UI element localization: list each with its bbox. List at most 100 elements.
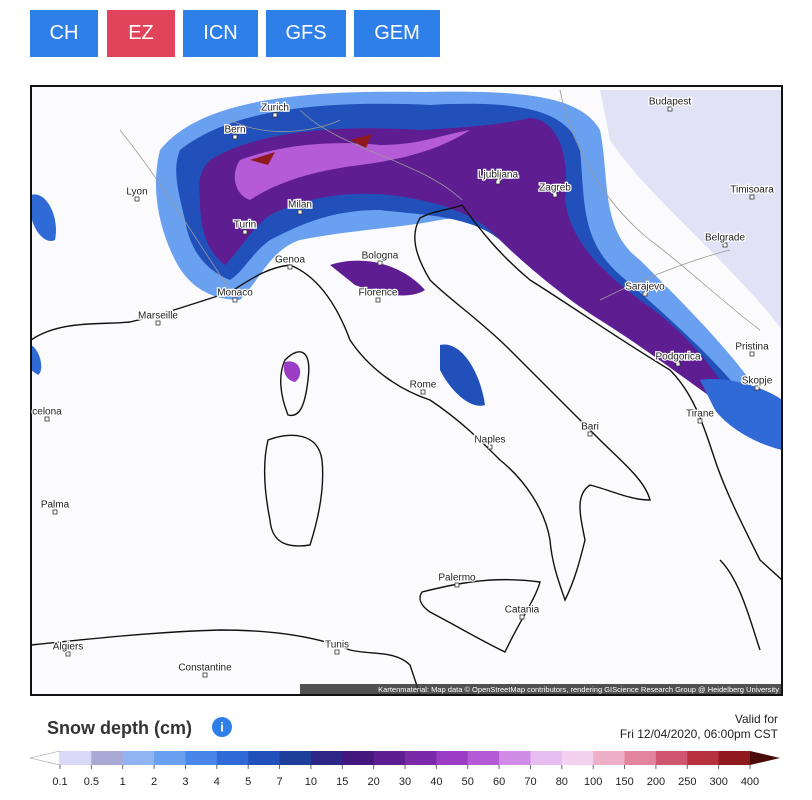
attribution: Kartenmaterial: Map data © OpenStreetMap… xyxy=(378,685,779,694)
city-label: Milan xyxy=(288,200,312,211)
legend-label: 100 xyxy=(584,776,602,788)
snow-area xyxy=(330,260,425,296)
city-label: Marseille xyxy=(138,311,178,322)
city-dot xyxy=(420,389,426,395)
city-dot xyxy=(587,431,593,437)
city-dot xyxy=(134,196,140,202)
city-label: Genoa xyxy=(275,255,305,266)
legend-label: 2 xyxy=(151,776,157,788)
legend-swatch xyxy=(530,751,563,765)
legend-label: 0.1 xyxy=(52,776,67,788)
legend-label: 200 xyxy=(647,776,665,788)
city-dot xyxy=(202,672,208,678)
city-label: Palma xyxy=(41,500,70,511)
city-dot xyxy=(519,614,525,620)
legend-label: 70 xyxy=(524,776,536,788)
legend-swatch xyxy=(405,751,437,765)
legend-label: 15 xyxy=(336,776,348,788)
legend-title: Snow depth (cm) xyxy=(47,718,192,738)
model-tab[interactable]: CH xyxy=(30,10,98,57)
legend-swatch xyxy=(154,751,186,765)
map-frame xyxy=(30,85,783,696)
legend-label: 150 xyxy=(615,776,633,788)
city-dot xyxy=(232,297,238,303)
city-label: Algiers xyxy=(53,642,84,653)
legend-swatch xyxy=(718,751,751,765)
city-dot xyxy=(697,418,703,424)
legend-swatch xyxy=(373,751,406,765)
city-label: Bern xyxy=(224,125,245,136)
city-label: Constantine xyxy=(178,663,232,674)
city-dot xyxy=(722,242,728,248)
legend-label: 20 xyxy=(368,776,380,788)
legend-swatch xyxy=(436,751,469,765)
legend-label: 30 xyxy=(399,776,411,788)
legend-under xyxy=(29,750,61,766)
city-label: Monaco xyxy=(217,288,253,299)
city-dot xyxy=(52,509,58,515)
city-dot xyxy=(334,649,340,655)
city-label: Timisoara xyxy=(730,185,774,196)
city-label: Naples xyxy=(474,435,505,446)
city-dot xyxy=(749,351,755,357)
city-dot xyxy=(155,320,161,326)
city-label: Bari xyxy=(581,422,599,433)
city-label: Pristina xyxy=(735,342,769,353)
legend-swatch xyxy=(216,751,249,765)
legend-label: 40 xyxy=(430,776,442,788)
city-label: Palermo xyxy=(438,573,476,584)
legend-label: 60 xyxy=(493,776,505,788)
valid-time: Fri 12/04/2020, 06:00pm CST xyxy=(620,727,779,741)
map-layer: Kartenmaterial: Map data © OpenStreetMap… xyxy=(31,86,782,695)
legend-swatch xyxy=(624,751,657,765)
legend-swatch xyxy=(561,751,594,765)
model-tab[interactable]: ICN xyxy=(183,10,258,57)
snow-area xyxy=(600,90,782,330)
city-label: Tirane xyxy=(686,409,714,420)
city-dot xyxy=(675,361,681,367)
legend-label: 0.5 xyxy=(84,776,99,788)
model-tab[interactable]: GFS xyxy=(266,10,346,57)
legend-swatch xyxy=(310,751,343,765)
city-dot xyxy=(272,112,278,118)
legend-label: 5 xyxy=(245,776,251,788)
city-label: Sarajevo xyxy=(625,282,665,293)
info-icon-glyph: i xyxy=(220,719,224,734)
snow-area xyxy=(199,118,721,400)
legend-swatch xyxy=(185,751,218,765)
city-dot xyxy=(495,179,501,185)
city-dot xyxy=(44,416,50,422)
legend-label: 250 xyxy=(678,776,696,788)
city-label: Zagreb xyxy=(539,183,571,194)
city-dot xyxy=(65,651,71,657)
city-label: Zurich xyxy=(261,103,289,114)
legend-label: 1 xyxy=(120,776,126,788)
model-tab[interactable]: EZ xyxy=(107,10,175,57)
legend: 0.1 0.5 1 2 3 4 5 7 10 15 20 30 40 50 60 70 80 100 150 200 2… xyxy=(29,750,780,788)
city-label: Budapest xyxy=(649,97,691,108)
legend-swatch xyxy=(342,751,375,765)
city-dot xyxy=(454,582,460,588)
legend-label: 300 xyxy=(709,776,727,788)
city-dot xyxy=(375,297,381,303)
coastline xyxy=(31,204,782,695)
model-tab[interactable]: GEM xyxy=(354,10,440,57)
city-dot xyxy=(552,192,558,198)
attribution-bg xyxy=(300,684,782,695)
city-dot xyxy=(754,385,760,391)
city-label: Rome xyxy=(410,380,437,391)
legend-label: 10 xyxy=(305,776,317,788)
border xyxy=(119,89,761,331)
city-dot xyxy=(297,209,303,215)
city-layer: Zurich Bern Budapest Lyon Milan Ljubljana Zagr… xyxy=(31,95,775,678)
info-icon[interactable] xyxy=(212,717,232,737)
legend-label: 80 xyxy=(556,776,568,788)
city-dot xyxy=(487,444,493,450)
legend-swatch xyxy=(248,751,281,765)
legend-label: 4 xyxy=(214,776,220,788)
snow-area xyxy=(440,344,485,406)
legend-swatch xyxy=(91,751,124,765)
city-dot xyxy=(642,291,648,297)
